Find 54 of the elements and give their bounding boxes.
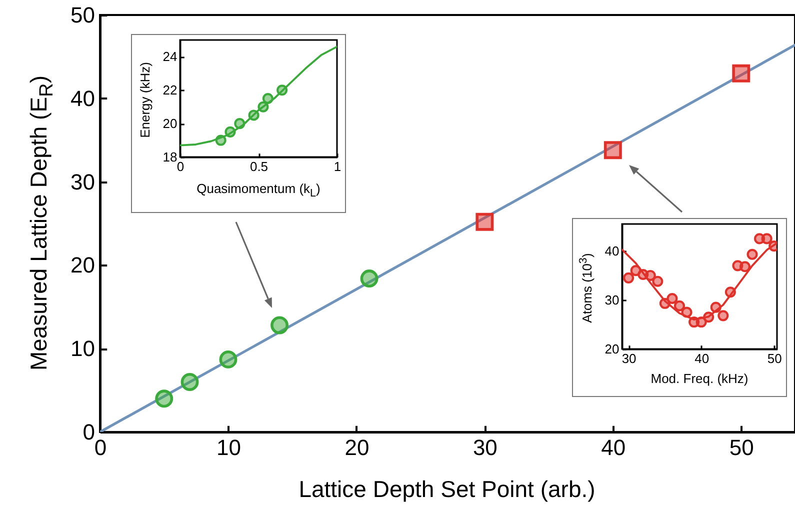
x-axis-title: Quasimomentum (k$_{L}$) bbox=[196, 181, 320, 200]
point bbox=[623, 272, 634, 284]
point bbox=[262, 92, 274, 104]
y-tick-label: 18 bbox=[162, 150, 178, 164]
y-tick-label: 40 bbox=[604, 243, 620, 258]
x-tick-label: 40 bbox=[694, 350, 710, 366]
point bbox=[659, 298, 670, 309]
point bbox=[224, 126, 236, 138]
point bbox=[724, 286, 736, 298]
point bbox=[276, 84, 288, 96]
point bbox=[604, 141, 622, 160]
point bbox=[258, 101, 269, 112]
point bbox=[215, 134, 226, 146]
point bbox=[761, 233, 772, 244]
point bbox=[710, 302, 722, 313]
point bbox=[666, 292, 678, 304]
y-tick-label: 20 bbox=[162, 116, 178, 132]
x-tick-label: 0.5 bbox=[250, 158, 268, 174]
point bbox=[155, 390, 174, 408]
point bbox=[234, 118, 246, 130]
point bbox=[674, 300, 686, 312]
y-tick-label: 30 bbox=[604, 292, 620, 308]
y-tick-label: 40 bbox=[70, 86, 95, 111]
point bbox=[248, 110, 260, 121]
point bbox=[644, 270, 656, 281]
x-tick-label: 30 bbox=[472, 435, 498, 460]
point bbox=[652, 276, 664, 287]
y-tick-label: 0 bbox=[82, 420, 95, 444]
y-tick-label: 50 bbox=[70, 2, 95, 28]
x-tick-label: 10 bbox=[216, 435, 241, 460]
point bbox=[476, 212, 494, 231]
x-axis-title: Lattice Depth Set Point (arb.) bbox=[298, 476, 596, 503]
point bbox=[696, 316, 707, 328]
point bbox=[270, 316, 289, 334]
point bbox=[703, 312, 714, 323]
point bbox=[219, 350, 238, 368]
y-tick-label: 24 bbox=[162, 49, 178, 64]
point bbox=[739, 261, 751, 272]
point bbox=[718, 310, 729, 322]
point bbox=[681, 306, 692, 318]
line-series bbox=[180, 46, 337, 146]
y-tick-label: 22 bbox=[162, 82, 178, 98]
x-tick-label: 30 bbox=[622, 350, 636, 366]
point bbox=[732, 64, 750, 82]
x-tick-label: 20 bbox=[344, 435, 370, 460]
x-tick-label: 50 bbox=[767, 350, 782, 366]
x-axis-title: Mod. Freq. (kHz) bbox=[650, 371, 748, 386]
y-axis-title: Energy (kHz) bbox=[138, 62, 152, 138]
point bbox=[360, 270, 378, 288]
x-tick-label: 50 bbox=[729, 435, 754, 460]
y-tick-label: 20 bbox=[70, 252, 95, 278]
point bbox=[746, 248, 758, 260]
point bbox=[180, 372, 199, 391]
x-tick-label: 1 bbox=[334, 158, 342, 174]
